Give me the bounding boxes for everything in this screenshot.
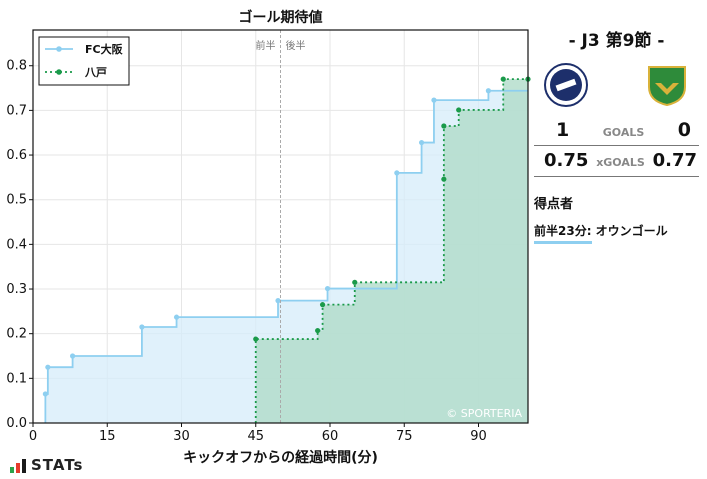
legend-marker-1 <box>56 69 62 75</box>
match-summary-panel: - J3 第9節 - 1 GOALS 0 0.75 xGOALS 0.77 得点… <box>534 26 699 244</box>
series-0-point-2 <box>70 353 76 359</box>
scorer-text: 前半23分: オウンゴール <box>534 224 668 238</box>
home-xg: 0.75 <box>544 150 589 171</box>
y-tick-label-7: 0.7 <box>6 103 27 118</box>
scorer-item: 前半23分: オウンゴール <box>534 212 699 244</box>
stats-logo-text: STATs <box>31 456 84 474</box>
series-0-point-10 <box>485 88 491 94</box>
series-1-point-6 <box>456 107 462 113</box>
away-xg: 0.77 <box>652 150 697 171</box>
chart-title: ゴール期待値 <box>239 9 323 26</box>
legend-marker-0 <box>56 46 62 52</box>
xg-label: xGOALS <box>596 156 645 169</box>
series-1-point-0 <box>253 336 259 342</box>
legend-box <box>38 36 130 86</box>
series-0-point-8 <box>418 139 425 146</box>
y-tick-label-3: 0.3 <box>6 282 27 297</box>
scorer-underline <box>534 241 592 244</box>
series-0-point-0 <box>42 391 48 397</box>
x-tick-label-1: 15 <box>99 429 116 444</box>
plot-frame <box>32 29 529 424</box>
series-1-point-3 <box>352 279 358 285</box>
legend-label-1: 八戸 <box>84 66 107 79</box>
y-tick-label-4: 0.4 <box>6 237 27 252</box>
y-tick-label-0: 0.0 <box>6 416 27 431</box>
x-tick-label-6: 90 <box>470 429 487 444</box>
logo-bar-black <box>22 459 26 473</box>
xg-row: 0.75 xGOALS 0.77 <box>534 150 699 177</box>
legend-label-0: FC大阪 <box>85 42 124 56</box>
x-tick-label-3: 45 <box>247 429 264 444</box>
series-0-point-6 <box>324 285 331 292</box>
scorers-title: 得点者 <box>534 197 574 212</box>
x-tick-label-4: 60 <box>322 429 339 444</box>
x-tick-label-0: 0 <box>29 429 37 444</box>
goals-label: GOALS <box>602 126 645 139</box>
series-1-point-4 <box>441 176 447 182</box>
series-0-point-4 <box>173 314 180 320</box>
x-tick-label-5: 75 <box>396 429 413 444</box>
x-tick-label-2: 30 <box>173 429 190 444</box>
series-0-point-3 <box>139 324 145 330</box>
goals-row: 1 GOALS 0 <box>534 119 699 146</box>
series-0-point-7 <box>394 170 400 176</box>
y-tick-label-6: 0.6 <box>6 148 27 163</box>
away-goals: 0 <box>677 119 691 141</box>
series-0-point-9 <box>431 97 437 103</box>
team-crests <box>534 59 699 111</box>
series-0-point-1 <box>45 364 51 370</box>
home-crest-icon <box>544 63 588 107</box>
series-1-point-5 <box>441 123 447 129</box>
y-tick-label-5: 0.5 <box>6 193 27 208</box>
series-line-1 <box>254 78 528 423</box>
stats-logo: STATs <box>10 458 83 473</box>
series-1-point-2 <box>319 302 326 308</box>
y-tick-label-1: 0.1 <box>6 371 27 386</box>
series-1-point-1 <box>315 327 321 334</box>
x-axis-title: キックオフからの経過時間(分) <box>183 449 378 466</box>
series-0-point-5 <box>275 298 281 304</box>
sporteria-watermark: © SPORTERIA <box>446 407 522 420</box>
second-half-label: 後半 <box>286 39 306 52</box>
first-half-label: 前半 <box>256 39 276 52</box>
away-crest-icon <box>648 66 686 107</box>
match-title: - J3 第9節 - <box>568 31 665 51</box>
series-1-point-7 <box>500 76 506 82</box>
y-tick-label-2: 0.2 <box>6 327 27 342</box>
home-goals: 1 <box>556 119 570 141</box>
logo-bar-red <box>16 463 20 473</box>
logo-bar-green <box>10 467 14 473</box>
y-tick-label-8: 0.8 <box>6 59 27 74</box>
series-fill-1 <box>255 79 528 423</box>
